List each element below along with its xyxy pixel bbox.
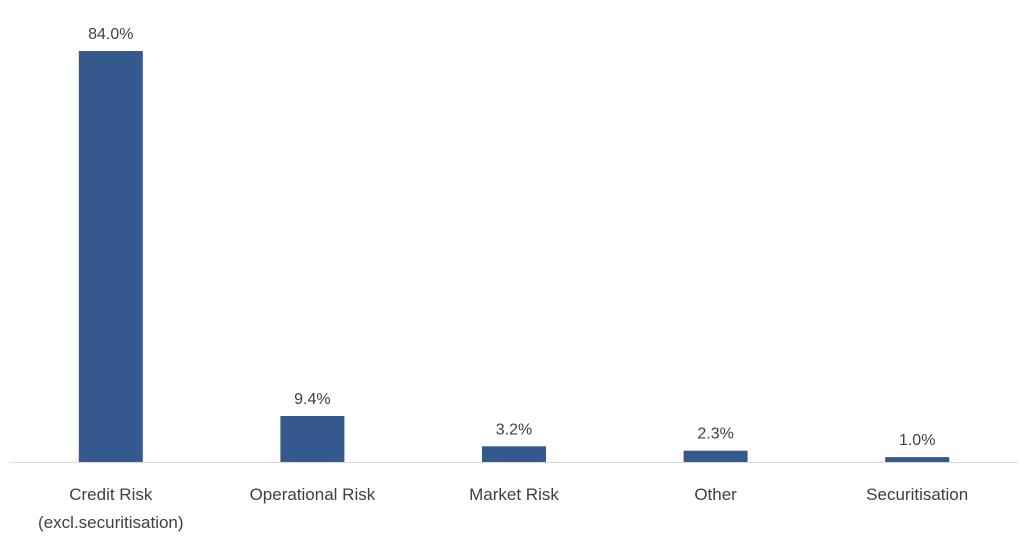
category-label: (excl.securitisation) xyxy=(38,513,184,532)
category-label: Market Risk xyxy=(469,485,559,504)
data-label: 9.4% xyxy=(294,391,330,408)
category-labels-group: Credit Risk (excl.securitisation) Operatio… xyxy=(38,485,968,532)
bar xyxy=(683,450,748,462)
category-label: Operational Risk xyxy=(250,485,376,504)
data-label: 1.0% xyxy=(899,432,935,449)
category-label: Credit Risk xyxy=(69,485,153,504)
data-label: 2.3% xyxy=(697,426,733,443)
category-label: Securitisation xyxy=(866,485,968,504)
bar xyxy=(78,51,143,462)
bar xyxy=(280,416,345,462)
bars-group xyxy=(78,51,950,462)
data-label: 84.0% xyxy=(88,26,133,43)
data-label: 3.2% xyxy=(496,421,532,438)
bar xyxy=(482,446,546,462)
data-labels-group: 84.0% 9.4% 3.2% 2.3% 1.0% xyxy=(88,26,935,449)
bar xyxy=(885,457,950,462)
category-label: Other xyxy=(694,485,737,504)
